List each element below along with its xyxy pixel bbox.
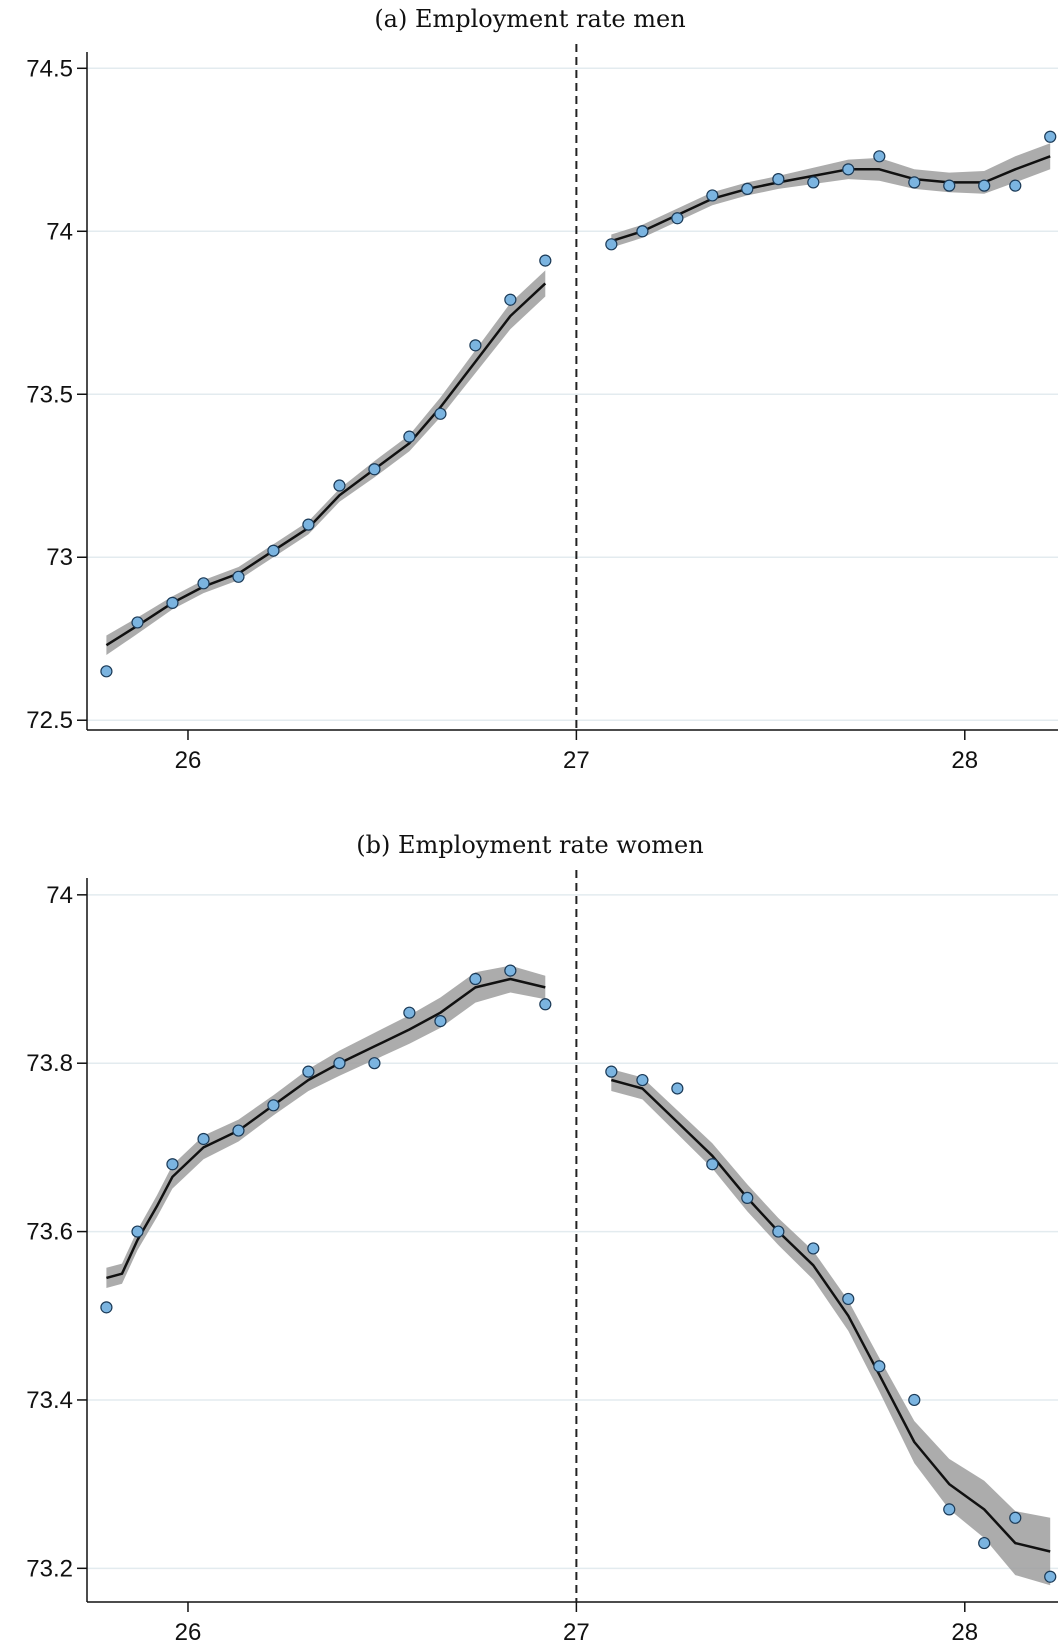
panel-a-fit-line-1 [105,282,547,647]
panel-a-x-tick-label: 27 [563,747,590,774]
panel-b-y-tick-label: 73.2 [26,1555,73,1582]
panel-a-x-tick-label: 26 [175,747,202,774]
panel-a-data-point [333,479,346,492]
panel-b-data-point [166,1158,179,1171]
panel-b-data-point [232,1124,245,1137]
panel-b-data-point [741,1191,754,1205]
panel-a-data-point [267,544,280,557]
panel-b-data-point [842,1292,855,1306]
panel-b-data-point [302,1065,315,1078]
panel-a-y-tick-label: 73 [46,544,73,571]
panel-b-data-point [368,1057,381,1070]
panel-b-data-point [706,1158,719,1171]
panel-b-data-point [908,1393,921,1407]
panel-b-data-point [605,1065,618,1078]
panel-b-x-tick-label: 26 [175,1619,202,1646]
panel-a-data-point [197,577,210,590]
panel-b-data-point [267,1099,280,1112]
panel-a-data-point [232,570,245,583]
panel-a-data-point [539,254,552,267]
panel-a-y-tick-label: 73.5 [26,381,73,408]
panel-a-y-tick-label: 74 [46,218,73,245]
panel-b-data-point [772,1225,785,1238]
panel-a-data-point [706,189,719,202]
panel-b-data-point [131,1225,144,1238]
panel-a-data-point [434,407,447,420]
panel-a-data-point [1009,179,1022,192]
panel-a-data-point [807,176,820,189]
panel-b-data-point [671,1082,684,1095]
panel-a-data-point [873,150,886,163]
panel-b-fit-line-2 [610,1078,1051,1553]
panel-b-data-point [943,1503,956,1516]
panel-b-data-point [807,1242,820,1255]
panel-b-data-point [539,998,552,1011]
panel-a-data-point [302,518,315,531]
panel-a-confidence-band-2 [611,143,1051,248]
panel-a-data-point [943,179,956,192]
panel-b-data-point [197,1132,210,1146]
panel-b: (b) Employment rate women 73.2 73.4 73.6 73… [26,831,1058,1646]
panel-a-data-point [636,225,649,238]
panel-a-data-point [1044,130,1057,143]
panel-b-data-point [403,1006,416,1019]
panel-b-y-tick-label: 74 [46,882,73,909]
panel-a-data-point [741,182,754,196]
panel-a-title: (a) Employment rate men [374,5,685,33]
panel-a-fit-line-2 [610,155,1051,243]
panel-a-data-point [978,179,991,192]
panel-a-data-point [100,665,113,678]
panel-a-data-point [671,212,684,225]
panel-b-data-point [333,1057,346,1070]
panel-b-title: (b) Employment rate women [356,831,703,859]
panel-b-data-point [1009,1511,1022,1524]
panel-a-data-point [772,173,785,186]
panel-b-data-point [434,1015,447,1028]
panel-b-data-point [469,972,482,986]
panel-b-x-tick-label: 27 [563,1619,590,1646]
panel-b-x-tick-label: 28 [951,1619,978,1646]
panel-a-data-point [504,293,517,306]
panel-a-data-point [403,430,416,443]
panel-b-data-point [873,1360,886,1373]
panel-b-data-point [978,1536,991,1550]
panel-b-data-point [100,1301,113,1314]
panel-a-x-tick-label: 28 [951,747,978,774]
panel-a-data-point [908,176,921,189]
panel-a-data-point [842,163,855,176]
panel-b-y-tick-label: 73.6 [26,1219,73,1246]
panel-b-data-point [1044,1570,1057,1583]
panel-a-y-tick-label: 72.5 [26,707,73,734]
panel-b-confidence-band-1 [106,965,546,1288]
panel-a-data-point [605,238,618,251]
panel-b-confidence-band-2 [611,1069,1051,1586]
panel-a-y-tick-label: 74.5 [26,55,73,82]
panel-a-data-point [131,616,144,629]
panel-a-data-point [166,596,179,609]
panel-b-y-tick-label: 73.8 [26,1050,73,1077]
panel-a-data-point [368,463,381,476]
panel-b-fit-line-1 [106,977,546,1280]
panel-b-data-point [636,1073,649,1087]
panel-b-data-point [504,964,517,977]
panel-a-data-point [469,339,482,352]
panel-a: (a) Employment rate men 72.5 73 73.5 74 74.5… [26,5,1058,774]
panel-b-y-tick-label: 73.4 [26,1387,73,1414]
